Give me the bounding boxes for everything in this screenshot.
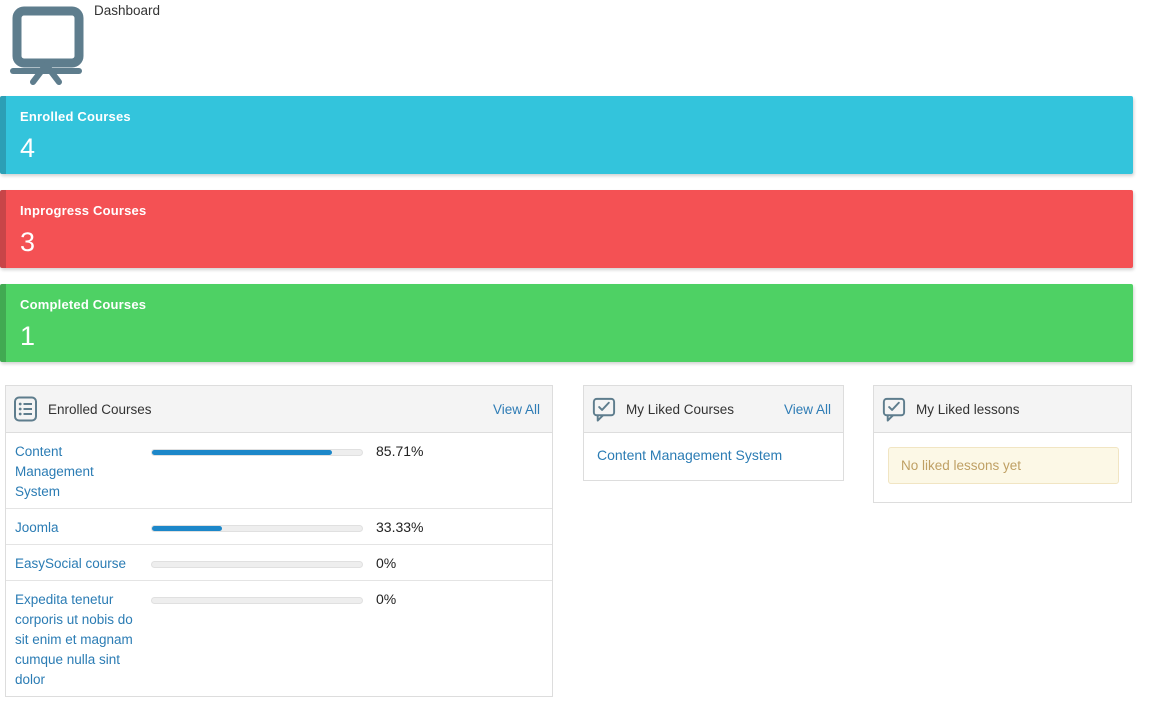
chat-check-icon	[882, 397, 906, 422]
page-header: Dashboard	[0, 0, 1155, 96]
panel-title: Enrolled Courses	[48, 401, 152, 417]
course-row: Content Management System 85.71%	[6, 433, 552, 509]
liked-course-link[interactable]: Content Management System	[597, 447, 783, 463]
liked-lessons-panel: My Liked lessons No liked lessons yet	[873, 385, 1132, 503]
course-link[interactable]: Content Management System	[15, 444, 94, 499]
stat-bars: Enrolled Courses 4 Inprogress Courses 3 …	[0, 96, 1133, 362]
course-percent: 85.71%	[376, 443, 424, 459]
stat-card-value: 3	[20, 227, 36, 257]
stat-card-enrolled: Enrolled Courses 4	[0, 96, 1133, 174]
liked-courses-view-all-link[interactable]: View All	[783, 401, 831, 417]
progress-bar	[151, 449, 363, 456]
progress-bar-fill	[152, 450, 332, 455]
enrolled-courses-list: Content Management System 85.71% Joomla …	[6, 433, 552, 696]
course-link[interactable]: EasySocial course	[15, 556, 127, 571]
page-title: Dashboard	[94, 3, 161, 18]
course-percent: 33.33%	[376, 519, 424, 535]
stat-card-label: Inprogress Courses	[20, 203, 147, 218]
course-row: EasySocial course 0%	[6, 545, 552, 581]
liked-lessons-body: No liked lessons yet	[874, 433, 1131, 502]
progress-bar	[151, 525, 363, 532]
progress-bar-fill	[152, 526, 222, 531]
course-link[interactable]: Joomla	[15, 520, 59, 535]
course-row: Joomla 33.33%	[6, 509, 552, 545]
stat-card-inprogress: Inprogress Courses 3	[0, 190, 1133, 268]
stat-card-label: Completed Courses	[20, 297, 147, 312]
liked-courses-panel: My Liked Courses View All Content Manage…	[583, 385, 844, 481]
chat-check-icon	[592, 397, 616, 422]
course-percent: 0%	[376, 555, 397, 571]
course-row: Expedita tenetur corporis ut nobis do si…	[6, 581, 552, 696]
liked-courses-header: My Liked Courses View All	[584, 386, 843, 433]
panel-title: My Liked lessons	[916, 401, 1020, 417]
enrolled-courses-header: Enrolled Courses View All	[6, 386, 552, 433]
enrolled-view-all-link[interactable]: View All	[492, 401, 540, 417]
panel-title: My Liked Courses	[626, 401, 735, 417]
stat-card-value: 4	[20, 133, 36, 163]
progress-bar	[151, 561, 363, 568]
course-link[interactable]: Expedita tenetur corporis ut nobis do si…	[15, 592, 133, 687]
stat-card-completed: Completed Courses 1	[0, 284, 1133, 362]
course-percent: 0%	[376, 591, 397, 607]
enrolled-courses-panel: Enrolled Courses View All Content Manage…	[5, 385, 553, 697]
panels-row: Enrolled Courses View All Content Manage…	[5, 385, 1155, 697]
liked-lessons-header: My Liked lessons	[874, 386, 1131, 433]
presentation-board-icon	[10, 6, 84, 85]
stat-card-label: Enrolled Courses	[20, 109, 131, 124]
no-liked-lessons-alert: No liked lessons yet	[888, 447, 1119, 484]
liked-courses-list: Content Management System	[584, 433, 843, 480]
stat-card-value: 1	[20, 321, 36, 351]
progress-bar	[151, 597, 363, 604]
list-icon	[14, 396, 37, 422]
